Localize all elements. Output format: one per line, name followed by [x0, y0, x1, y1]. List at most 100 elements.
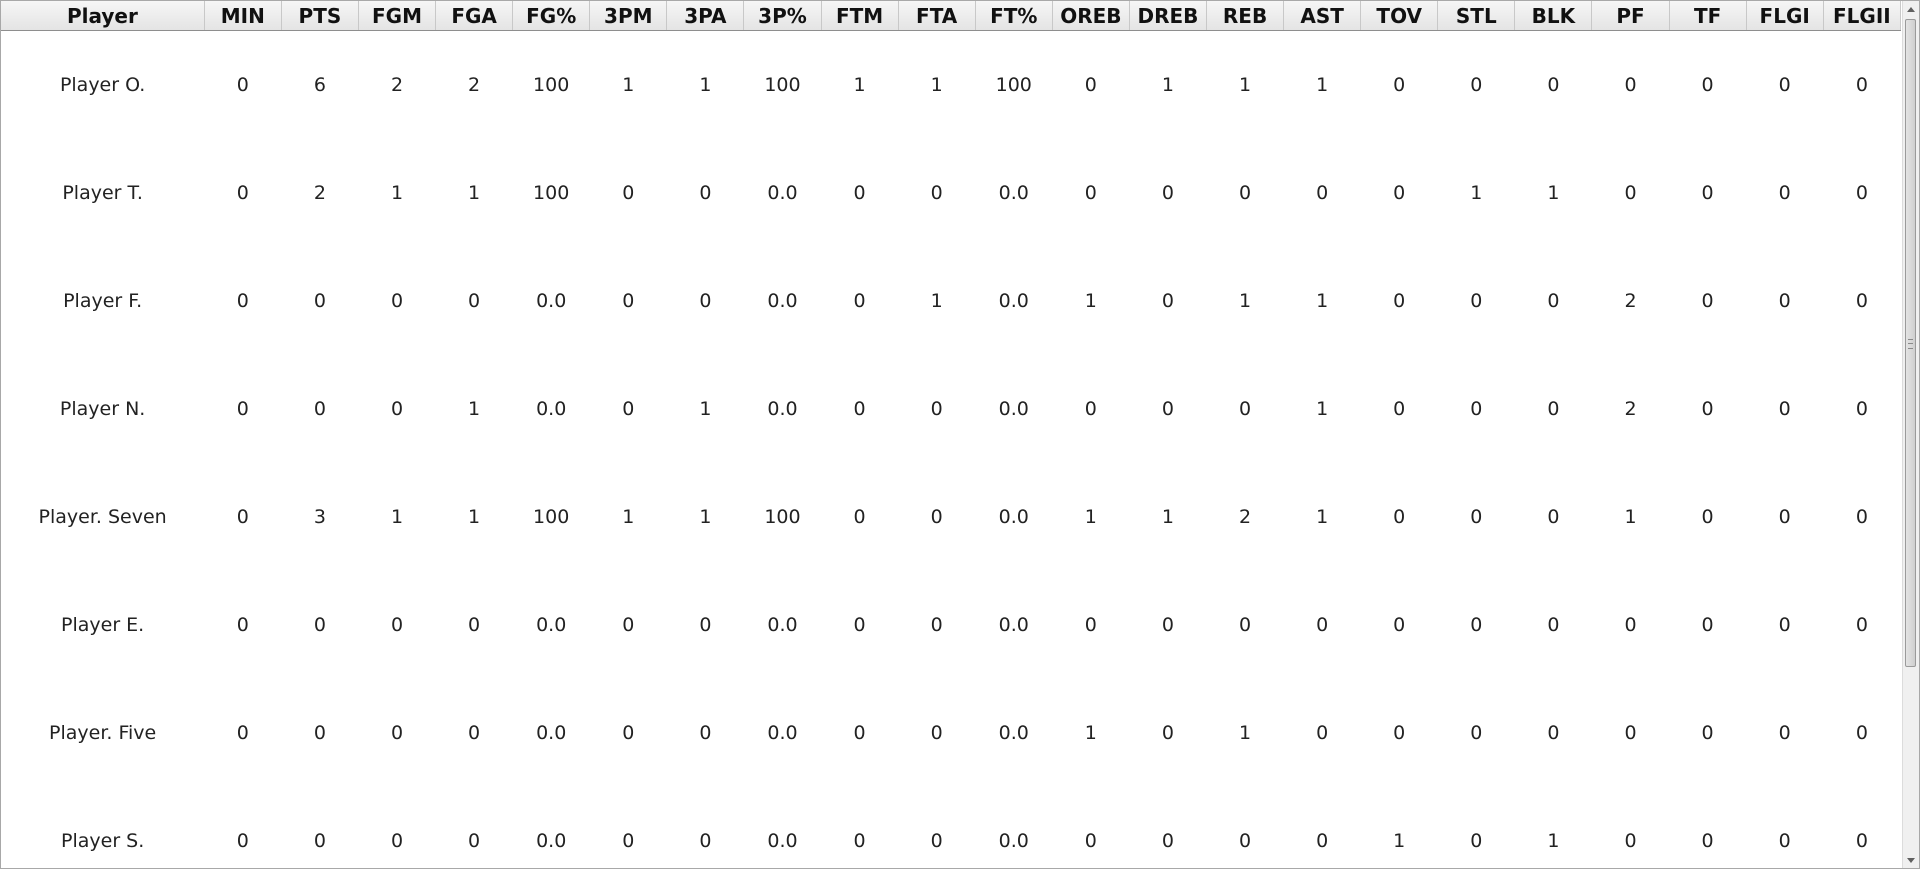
stat-cell: 0	[1855, 506, 1868, 528]
column-header-min[interactable]: MIN	[204, 1, 282, 31]
stat-cell: 0	[1393, 290, 1406, 312]
stat-cell: 0	[1161, 398, 1174, 420]
stat-cell: 0	[1778, 74, 1791, 96]
column-header-fg-pct[interactable]: FG%	[512, 1, 591, 31]
stat-cell: 1	[622, 74, 635, 96]
stat-cell: 0	[1084, 614, 1097, 636]
column-header-dreb[interactable]: DREB	[1129, 1, 1207, 31]
table-row[interactable]: Player S. 0 0 0 0 0.0 0 0 0.0 0 0 0.0 0 0 0 0 1 0 1 0 0 0 0	[1, 787, 1901, 868]
table-row[interactable]: Player. Five 0 0 0 0 0.0 0 0 0.0 0 0 0.0 1 0 1 0 0 0 0 0 0 0 0	[1, 679, 1901, 787]
stat-cell: 0	[1855, 74, 1868, 96]
column-header-pf[interactable]: PF	[1591, 1, 1670, 31]
stat-cell: 1	[390, 506, 404, 528]
stat-cell: 1	[1084, 290, 1097, 312]
stat-cell: 0	[1470, 74, 1483, 96]
stat-cell: 0	[1778, 506, 1791, 528]
column-header-fgm[interactable]: FGM	[358, 1, 437, 31]
column-header-3pa[interactable]: 3PA	[666, 1, 745, 31]
stat-cell: 0	[1470, 398, 1483, 420]
stat-cell: 0	[1393, 614, 1406, 636]
stat-cell: 1	[930, 290, 943, 312]
table-row[interactable]: Player T. 0 2 1 1 100 0 0 0.0 0 0 0.0 0 0 0 0 0 1 1 0 0 0 0	[1, 139, 1901, 247]
column-header-tov[interactable]: TOV	[1360, 1, 1439, 31]
column-header-tf[interactable]: TF	[1669, 1, 1747, 31]
column-header-player[interactable]: Player	[1, 1, 205, 31]
stat-cell: 0	[853, 506, 866, 528]
stat-cell: 1	[1316, 398, 1329, 420]
stat-cell: 0.0	[767, 830, 798, 852]
stat-cell: 0.0	[767, 722, 798, 744]
stat-cell: 0	[1855, 614, 1868, 636]
stat-cell: 0	[236, 290, 249, 312]
stat-cell: 0	[1547, 398, 1560, 420]
column-header-fta[interactable]: FTA	[898, 1, 976, 31]
stat-cell: 0	[468, 830, 481, 852]
stat-cell: 0	[1547, 722, 1560, 744]
stat-cell: 0	[853, 722, 866, 744]
table-row[interactable]: Player E. 0 0 0 0 0.0 0 0 0.0 0 0 0.0 0 0 0 0 0 0 0 0 0 0 0	[1, 571, 1901, 679]
stat-cell: 0.0	[767, 614, 798, 636]
scroll-up-button[interactable]	[1903, 1, 1919, 17]
stat-cell: 1	[699, 398, 712, 420]
stat-cell: 0	[699, 830, 712, 852]
column-header-3p-pct[interactable]: 3P%	[743, 1, 822, 31]
stat-cell: 0	[1855, 722, 1868, 744]
column-header-oreb[interactable]: OREB	[1052, 1, 1130, 31]
scroll-thumb[interactable]	[1905, 19, 1916, 667]
stat-cell: 0	[1701, 506, 1714, 528]
stat-cell: 0	[468, 722, 481, 744]
column-header-ast[interactable]: AST	[1283, 1, 1362, 31]
stat-cell: 0.0	[998, 506, 1029, 528]
stat-cell: 0	[1701, 830, 1714, 852]
stat-cell: 1	[1316, 74, 1329, 96]
stat-cell: 0	[1778, 830, 1791, 852]
stat-cell: 1	[930, 74, 943, 96]
stat-cell: 0.0	[536, 398, 567, 420]
stat-cell: 0	[699, 182, 712, 204]
stat-cell: 0	[1855, 182, 1868, 204]
stat-cell: 100	[533, 182, 570, 204]
stat-cell: 0	[1701, 722, 1714, 744]
column-header-reb[interactable]: REB	[1206, 1, 1285, 31]
stat-cell: 1	[622, 506, 635, 528]
table-row[interactable]: Player. Seven 0 3 1 1 100 1 1 100 0 0 0.0 1 1 2 1 0 0 0 1 0 0…	[1, 463, 1901, 571]
stat-cell: 0.0	[998, 830, 1029, 852]
stat-cell: 0	[468, 290, 481, 312]
column-header-pts[interactable]: PTS	[281, 1, 359, 31]
stat-cell: 0	[1470, 722, 1483, 744]
column-header-ft-pct[interactable]: FT%	[975, 1, 1053, 31]
stat-cell: 0	[236, 74, 249, 96]
stat-cell: 0	[313, 290, 326, 312]
player-name-cell: Player O.	[59, 74, 146, 96]
column-header-3pm[interactable]: 3PM	[589, 1, 668, 31]
scroll-down-button[interactable]	[1903, 852, 1919, 868]
stat-cell: 1	[468, 506, 481, 528]
column-header-flgii[interactable]: FLGII	[1823, 1, 1901, 31]
column-header-fga[interactable]: FGA	[435, 1, 514, 31]
vertical-scrollbar[interactable]	[1902, 1, 1919, 868]
stat-cell: 0	[1470, 506, 1483, 528]
table-row[interactable]: Player F. 0 0 0 0 0.0 0 0 0.0 0 1 0.0 1 0 1 1 0 0 0 2 0 0 0	[1, 247, 1901, 355]
stat-cell: 0	[1238, 614, 1252, 636]
stat-cell: 0	[853, 398, 866, 420]
stat-cell: 100	[533, 74, 570, 96]
stat-cell: 1	[1316, 506, 1329, 528]
stat-cell: 0	[1393, 74, 1406, 96]
stat-cell: 0	[622, 398, 635, 420]
stat-cell: 0.0	[536, 290, 567, 312]
table-row[interactable]: Player N. 0 0 0 1 0.0 0 1 0.0 0 0 0.0 0 0 0 1 0 0 0 2 0 0 0	[1, 355, 1901, 463]
column-header-flgi[interactable]: FLGI	[1746, 1, 1824, 31]
stat-cell: 0	[622, 830, 635, 852]
column-header-ftm[interactable]: FTM	[821, 1, 899, 31]
table-row[interactable]: Player O. 0 6 2 2 100 1 1 100 1 1 100 0 1 1 1 0 0 0 0 0 0 0	[1, 31, 1901, 140]
column-header-stl[interactable]: STL	[1437, 1, 1516, 31]
stat-cell: 100	[764, 506, 801, 528]
stat-cell: 1	[1084, 506, 1097, 528]
stat-cell: 0	[313, 398, 326, 420]
column-header-blk[interactable]: BLK	[1514, 1, 1593, 31]
stat-cell: 1	[1547, 830, 1560, 852]
stat-cell: 0	[1393, 398, 1406, 420]
stat-cell: 0	[853, 614, 866, 636]
